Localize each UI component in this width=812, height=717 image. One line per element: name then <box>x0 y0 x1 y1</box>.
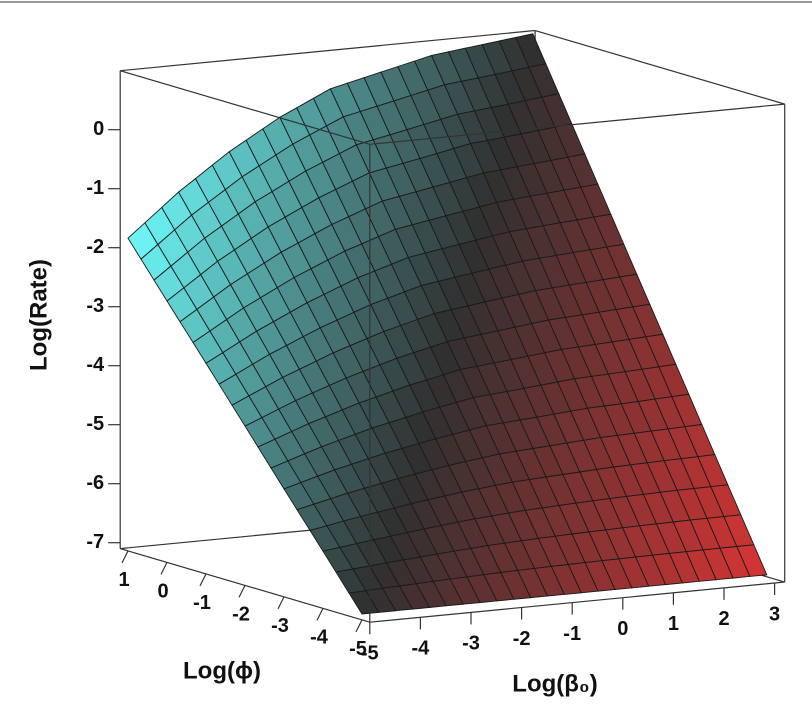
y-tick-label: -3 <box>462 633 480 655</box>
z-tick-label: -3 <box>86 295 104 317</box>
y-tick-label: 2 <box>718 608 729 630</box>
x-tick <box>160 562 168 575</box>
z-axis-label: Log(Rate) <box>25 259 52 371</box>
x-tick <box>316 608 324 621</box>
x-tick <box>199 573 207 587</box>
x-tick-label: -2 <box>232 604 250 626</box>
y-tick-label: 3 <box>769 603 780 625</box>
x-tick <box>238 585 246 598</box>
x-tick-label: -4 <box>310 627 329 649</box>
x-tick-label: 1 <box>118 569 129 591</box>
x-tick-label: -5 <box>349 638 367 660</box>
box-edge <box>120 70 370 145</box>
y-tick-label: -2 <box>513 628 531 650</box>
box-edge <box>534 29 785 105</box>
box-edge <box>120 29 536 72</box>
surface-patch <box>736 544 768 577</box>
z-tick-label: -1 <box>86 177 104 199</box>
y-tick-label: 0 <box>617 618 628 640</box>
x-axis-label: Log(ϕ) <box>183 657 261 684</box>
box-edge <box>369 103 785 145</box>
y-tick-label: -4 <box>412 638 431 660</box>
x-tick <box>277 596 285 610</box>
x-tick <box>355 619 363 633</box>
x-tick-label: -3 <box>271 615 289 637</box>
z-tick-label: -6 <box>86 472 104 494</box>
y-axis-label: Log(β₀) <box>512 670 597 697</box>
x-tick-label: -1 <box>193 592 211 614</box>
z-tick-label: -7 <box>86 531 104 553</box>
x-tick <box>121 550 129 564</box>
y-tick-label: -5 <box>361 642 379 664</box>
z-tick-label: -2 <box>86 236 104 258</box>
z-tick-label: 0 <box>93 118 104 140</box>
y-tick-label: -1 <box>563 623 581 645</box>
z-tick-label: -5 <box>86 413 104 435</box>
x-tick-label: 0 <box>157 581 168 603</box>
box-edge <box>369 581 785 623</box>
z-tick-label: -4 <box>86 354 105 376</box>
y-tick-label: 1 <box>668 613 679 635</box>
